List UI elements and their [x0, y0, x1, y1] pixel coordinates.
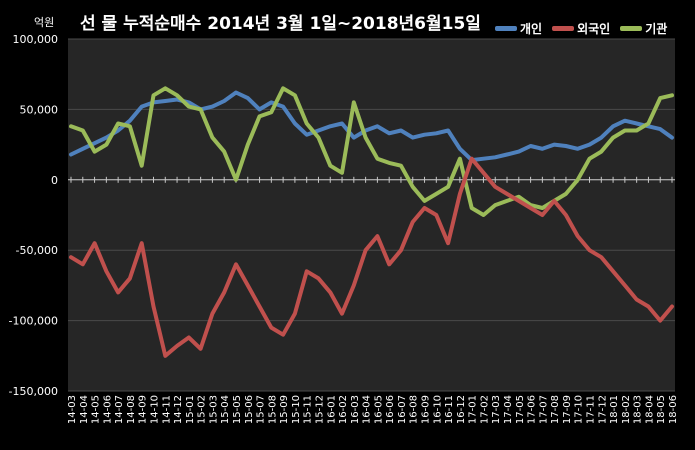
- x-tick-label: 14-05: [91, 395, 102, 424]
- chart-title: 선 물 누적순매수 2014년 3월 1일~2018년6월15일: [80, 14, 481, 34]
- x-tick-label: 18-02: [621, 395, 632, 424]
- x-tick-label: 14-07: [114, 395, 125, 424]
- x-tick-label: 15-11: [303, 395, 314, 424]
- x-tick-label: 14-04: [79, 395, 90, 424]
- plot-area: [68, 39, 675, 391]
- x-tick-label: 17-10: [574, 395, 585, 424]
- x-tick-label: 16-04: [362, 395, 373, 424]
- x-tick-label: 17-06: [527, 395, 538, 424]
- x-tick-label: 17-03: [491, 395, 502, 424]
- x-tick-label: 16-02: [338, 395, 349, 424]
- x-tick-label: 14-11: [161, 395, 172, 424]
- x-tick-label: 17-11: [586, 395, 597, 424]
- x-tick-label: 16-03: [350, 395, 361, 424]
- x-tick-label: 16-07: [397, 395, 408, 424]
- x-tick-label: 18-03: [633, 395, 644, 424]
- x-tick-label: 17-04: [503, 395, 514, 424]
- x-tick-label: 17-01: [468, 395, 479, 424]
- x-tick-label: 14-08: [126, 395, 137, 424]
- x-tick-label: 17-07: [538, 395, 549, 424]
- x-tick-label: 18-04: [644, 395, 655, 424]
- x-tick-label: 15-12: [314, 395, 325, 424]
- series-line-2: [69, 86, 674, 217]
- x-tick-label: 15-07: [256, 395, 267, 424]
- legend-item-foreign: 외국인: [552, 20, 610, 37]
- x-tick-label: 17-08: [550, 395, 561, 424]
- x-tick-label: 18-01: [609, 395, 620, 424]
- x-tick-label: 16-11: [444, 395, 455, 424]
- legend-item-institution: 기관: [620, 20, 667, 37]
- x-tick-label: 17-05: [515, 395, 526, 424]
- x-tick-label: 14-06: [102, 395, 113, 424]
- x-tick-label: 15-04: [220, 395, 231, 424]
- legend-swatch-individual: [495, 26, 517, 31]
- x-tick-label: 16-06: [385, 395, 396, 424]
- x-tick-label: 16-01: [326, 395, 337, 424]
- series-line-0: [69, 90, 674, 163]
- x-tick-label: 16-09: [421, 395, 432, 424]
- x-tick-label: 15-03: [208, 395, 219, 424]
- x-tick-label: 17-09: [562, 395, 573, 424]
- x-tick-label: 16-05: [373, 395, 384, 424]
- x-tick-label: 16-12: [456, 395, 467, 424]
- chart-legend: 개인 외국인 기관: [495, 20, 667, 37]
- x-tick-label: 15-09: [279, 395, 290, 424]
- x-tick-label: 14-09: [138, 395, 149, 424]
- x-tick-label: 14-12: [173, 395, 184, 424]
- x-tick-label: 15-05: [232, 395, 243, 424]
- series-line-1: [69, 156, 674, 358]
- x-tick-label: 15-01: [185, 395, 196, 424]
- y-tick-label: -50,000: [16, 244, 58, 257]
- x-tick-label: 15-02: [197, 395, 208, 424]
- x-tick-label: 17-02: [479, 395, 490, 424]
- x-tick-label: 16-08: [409, 395, 420, 424]
- legend-label-foreign: 외국인: [577, 22, 611, 36]
- y-axis-unit-label: 억원: [34, 16, 55, 29]
- x-tick-label: 16-10: [432, 395, 443, 424]
- y-tick-label: 100,000: [13, 33, 59, 46]
- x-tick-label: 15-06: [244, 395, 255, 424]
- legend-item-individual: 개인: [495, 20, 542, 37]
- legend-label-institution: 기관: [645, 22, 668, 36]
- x-tick-label: 15-08: [267, 395, 278, 424]
- y-tick-label: -100,000: [9, 315, 58, 328]
- x-tick-label: 14-10: [149, 395, 160, 424]
- y-tick-label: 0: [51, 174, 58, 187]
- x-tick-label: 18-06: [668, 395, 679, 424]
- x-tick-label: 15-10: [291, 395, 302, 424]
- x-tick-label: 17-12: [597, 395, 608, 424]
- x-tick-label: 14-03: [67, 395, 78, 424]
- legend-label-individual: 개인: [520, 22, 543, 36]
- legend-swatch-foreign: [552, 26, 575, 31]
- legend-swatch-institution: [620, 26, 643, 31]
- x-tick-label: 18-05: [656, 395, 667, 424]
- y-tick-label: -150,000: [9, 385, 58, 398]
- y-tick-label: 50,000: [20, 103, 59, 116]
